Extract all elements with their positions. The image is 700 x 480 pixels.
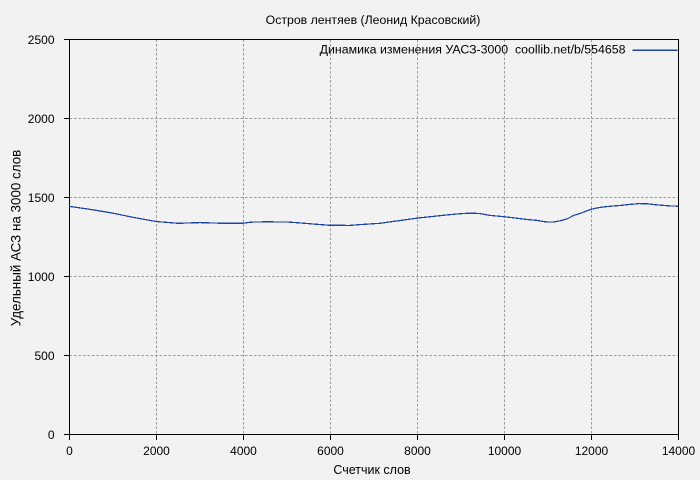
svg-text:8000: 8000 <box>404 444 431 458</box>
svg-text:Удельный АСЗ на 3000 слов: Удельный АСЗ на 3000 слов <box>9 150 24 327</box>
svg-text:Остров лентяев (Леонид Красовс: Остров лентяев (Леонид Красовский) <box>266 13 481 27</box>
svg-text:1500: 1500 <box>28 191 55 205</box>
svg-text:2000: 2000 <box>28 112 55 126</box>
svg-text:2000: 2000 <box>143 444 170 458</box>
svg-text:Динамика изменения УАСЗ-3000: Динамика изменения УАСЗ-3000 coollib.net… <box>320 43 626 57</box>
svg-text:0: 0 <box>48 428 55 442</box>
svg-text:500: 500 <box>34 349 54 363</box>
svg-text:14000: 14000 <box>662 444 696 458</box>
svg-text:12000: 12000 <box>575 444 609 458</box>
svg-text:Счетчик слов: Счетчик слов <box>333 463 411 477</box>
svg-text:0: 0 <box>66 444 73 458</box>
svg-text:2500: 2500 <box>28 33 55 47</box>
svg-text:1000: 1000 <box>28 270 55 284</box>
svg-text:4000: 4000 <box>230 444 257 458</box>
svg-text:10000: 10000 <box>488 444 522 458</box>
svg-text:6000: 6000 <box>317 444 344 458</box>
